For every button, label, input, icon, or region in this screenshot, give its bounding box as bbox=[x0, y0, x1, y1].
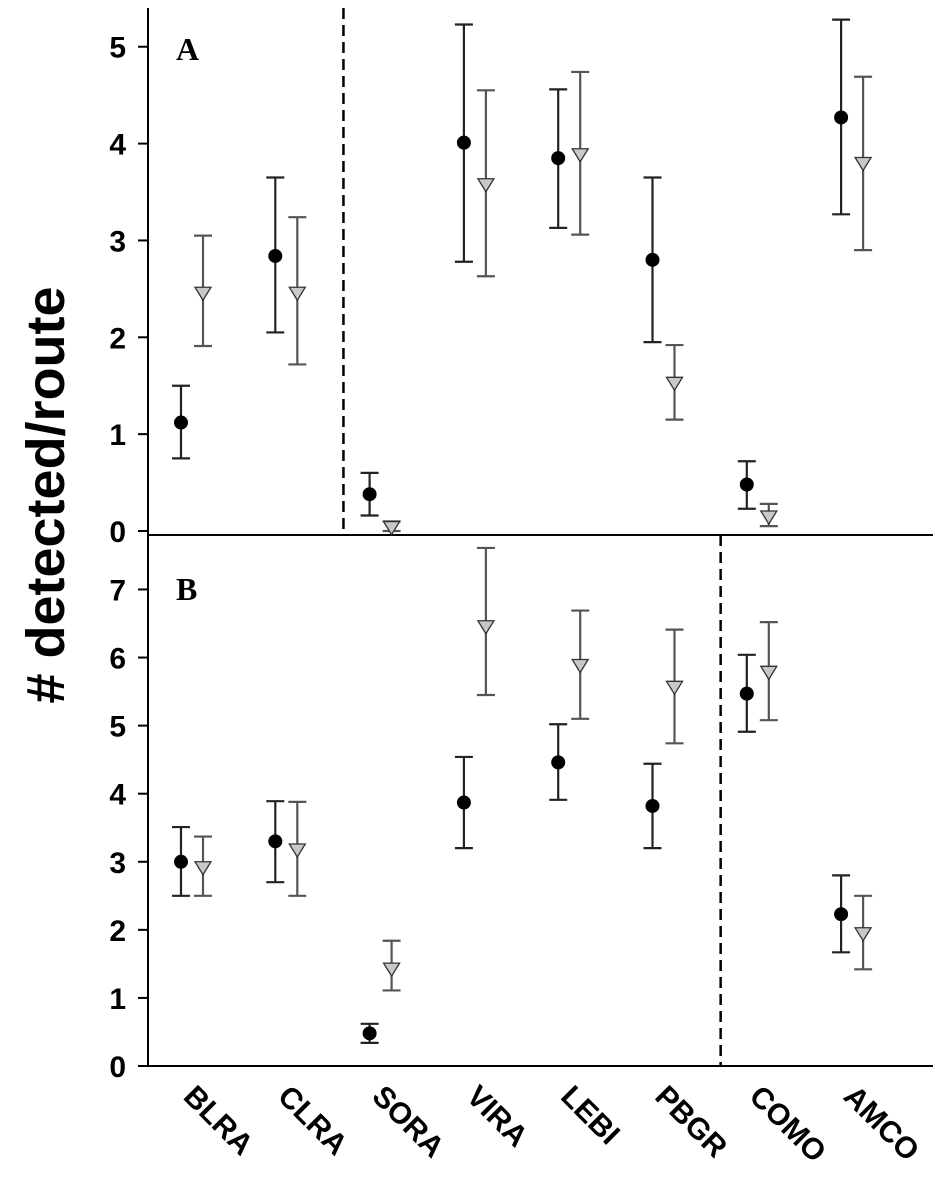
category-label: CLRA bbox=[271, 1080, 353, 1162]
data-point-triangle bbox=[288, 843, 307, 859]
data-point-triangle bbox=[665, 376, 684, 392]
data-point-triangle bbox=[665, 680, 684, 696]
y-tick-label: 1 bbox=[109, 983, 126, 1016]
data-point-circle bbox=[739, 686, 754, 701]
data-point-triangle bbox=[853, 156, 873, 172]
data-point-circle bbox=[739, 477, 754, 492]
data-point-circle bbox=[551, 755, 566, 770]
category-label: LEBI bbox=[554, 1080, 626, 1152]
data-point-triangle bbox=[382, 962, 401, 978]
data-point-circle bbox=[834, 907, 849, 922]
y-tick-label: 0 bbox=[109, 516, 126, 549]
category-label: AMCO bbox=[837, 1080, 925, 1168]
data-point-circle bbox=[362, 487, 377, 502]
data-point-triangle bbox=[288, 286, 307, 302]
data-point-triangle bbox=[193, 861, 213, 876]
dividers-layer bbox=[342, 8, 722, 1066]
y-tick-label: 2 bbox=[109, 915, 126, 948]
data-point-circle bbox=[551, 151, 566, 166]
data-point-circle bbox=[456, 135, 471, 150]
category-label: COMO bbox=[743, 1080, 832, 1169]
category-label: SORA bbox=[366, 1080, 451, 1165]
y-tick-label: 4 bbox=[109, 129, 126, 162]
data-point-triangle bbox=[759, 665, 778, 681]
axes-layer bbox=[147, 8, 933, 1067]
panel-a-label: A bbox=[176, 31, 199, 67]
data-point-circle bbox=[834, 110, 849, 125]
category-label: VIRA bbox=[460, 1080, 534, 1154]
y-tick-label: 7 bbox=[109, 574, 126, 607]
data-point-circle bbox=[268, 248, 283, 263]
data-point-triangle bbox=[571, 658, 590, 674]
y-tick-label: 2 bbox=[109, 322, 126, 355]
data-point-triangle bbox=[193, 286, 213, 302]
data-point-triangle bbox=[476, 620, 496, 635]
panel-a-marks bbox=[172, 18, 873, 536]
data-point-circle bbox=[174, 415, 188, 430]
panel-a-y-ticks: 0 1 2 3 4 5 bbox=[109, 32, 148, 549]
category-label: PBGR bbox=[649, 1080, 734, 1165]
y-tick-label: 3 bbox=[109, 225, 126, 258]
y-tick-label: 0 bbox=[109, 1051, 126, 1084]
data-point-triangle bbox=[476, 178, 496, 194]
data-point-triangle bbox=[853, 927, 873, 942]
data-point-circle bbox=[456, 795, 471, 810]
y-tick-label: 4 bbox=[109, 779, 126, 812]
y-tick-label: 1 bbox=[109, 419, 126, 452]
data-point-circle bbox=[268, 834, 283, 849]
y-tick-label: 5 bbox=[109, 711, 126, 744]
y-tick-label: 6 bbox=[109, 643, 126, 676]
y-axis-title: # detected/route bbox=[16, 286, 76, 703]
data-point-triangle bbox=[382, 520, 401, 536]
data-point-triangle bbox=[571, 148, 590, 163]
category-label: BLRA bbox=[177, 1080, 259, 1162]
y-tick-label: 5 bbox=[109, 32, 126, 65]
y-tick-label: 3 bbox=[109, 847, 126, 880]
panel-b-y-ticks: 0 1 2 3 4 5 6 7 bbox=[109, 574, 148, 1084]
data-point-triangle bbox=[759, 510, 778, 526]
data-point-circle bbox=[645, 252, 660, 267]
data-point-circle bbox=[362, 1026, 377, 1041]
panel-b-marks bbox=[172, 546, 873, 1044]
category-labels: BLRA CLRA SORA VIRA LEBI PBGR COMO AMCO bbox=[177, 1080, 925, 1169]
data-point-circle bbox=[174, 854, 188, 869]
panel-b-label: B bbox=[176, 571, 197, 607]
data-point-circle bbox=[645, 798, 660, 813]
